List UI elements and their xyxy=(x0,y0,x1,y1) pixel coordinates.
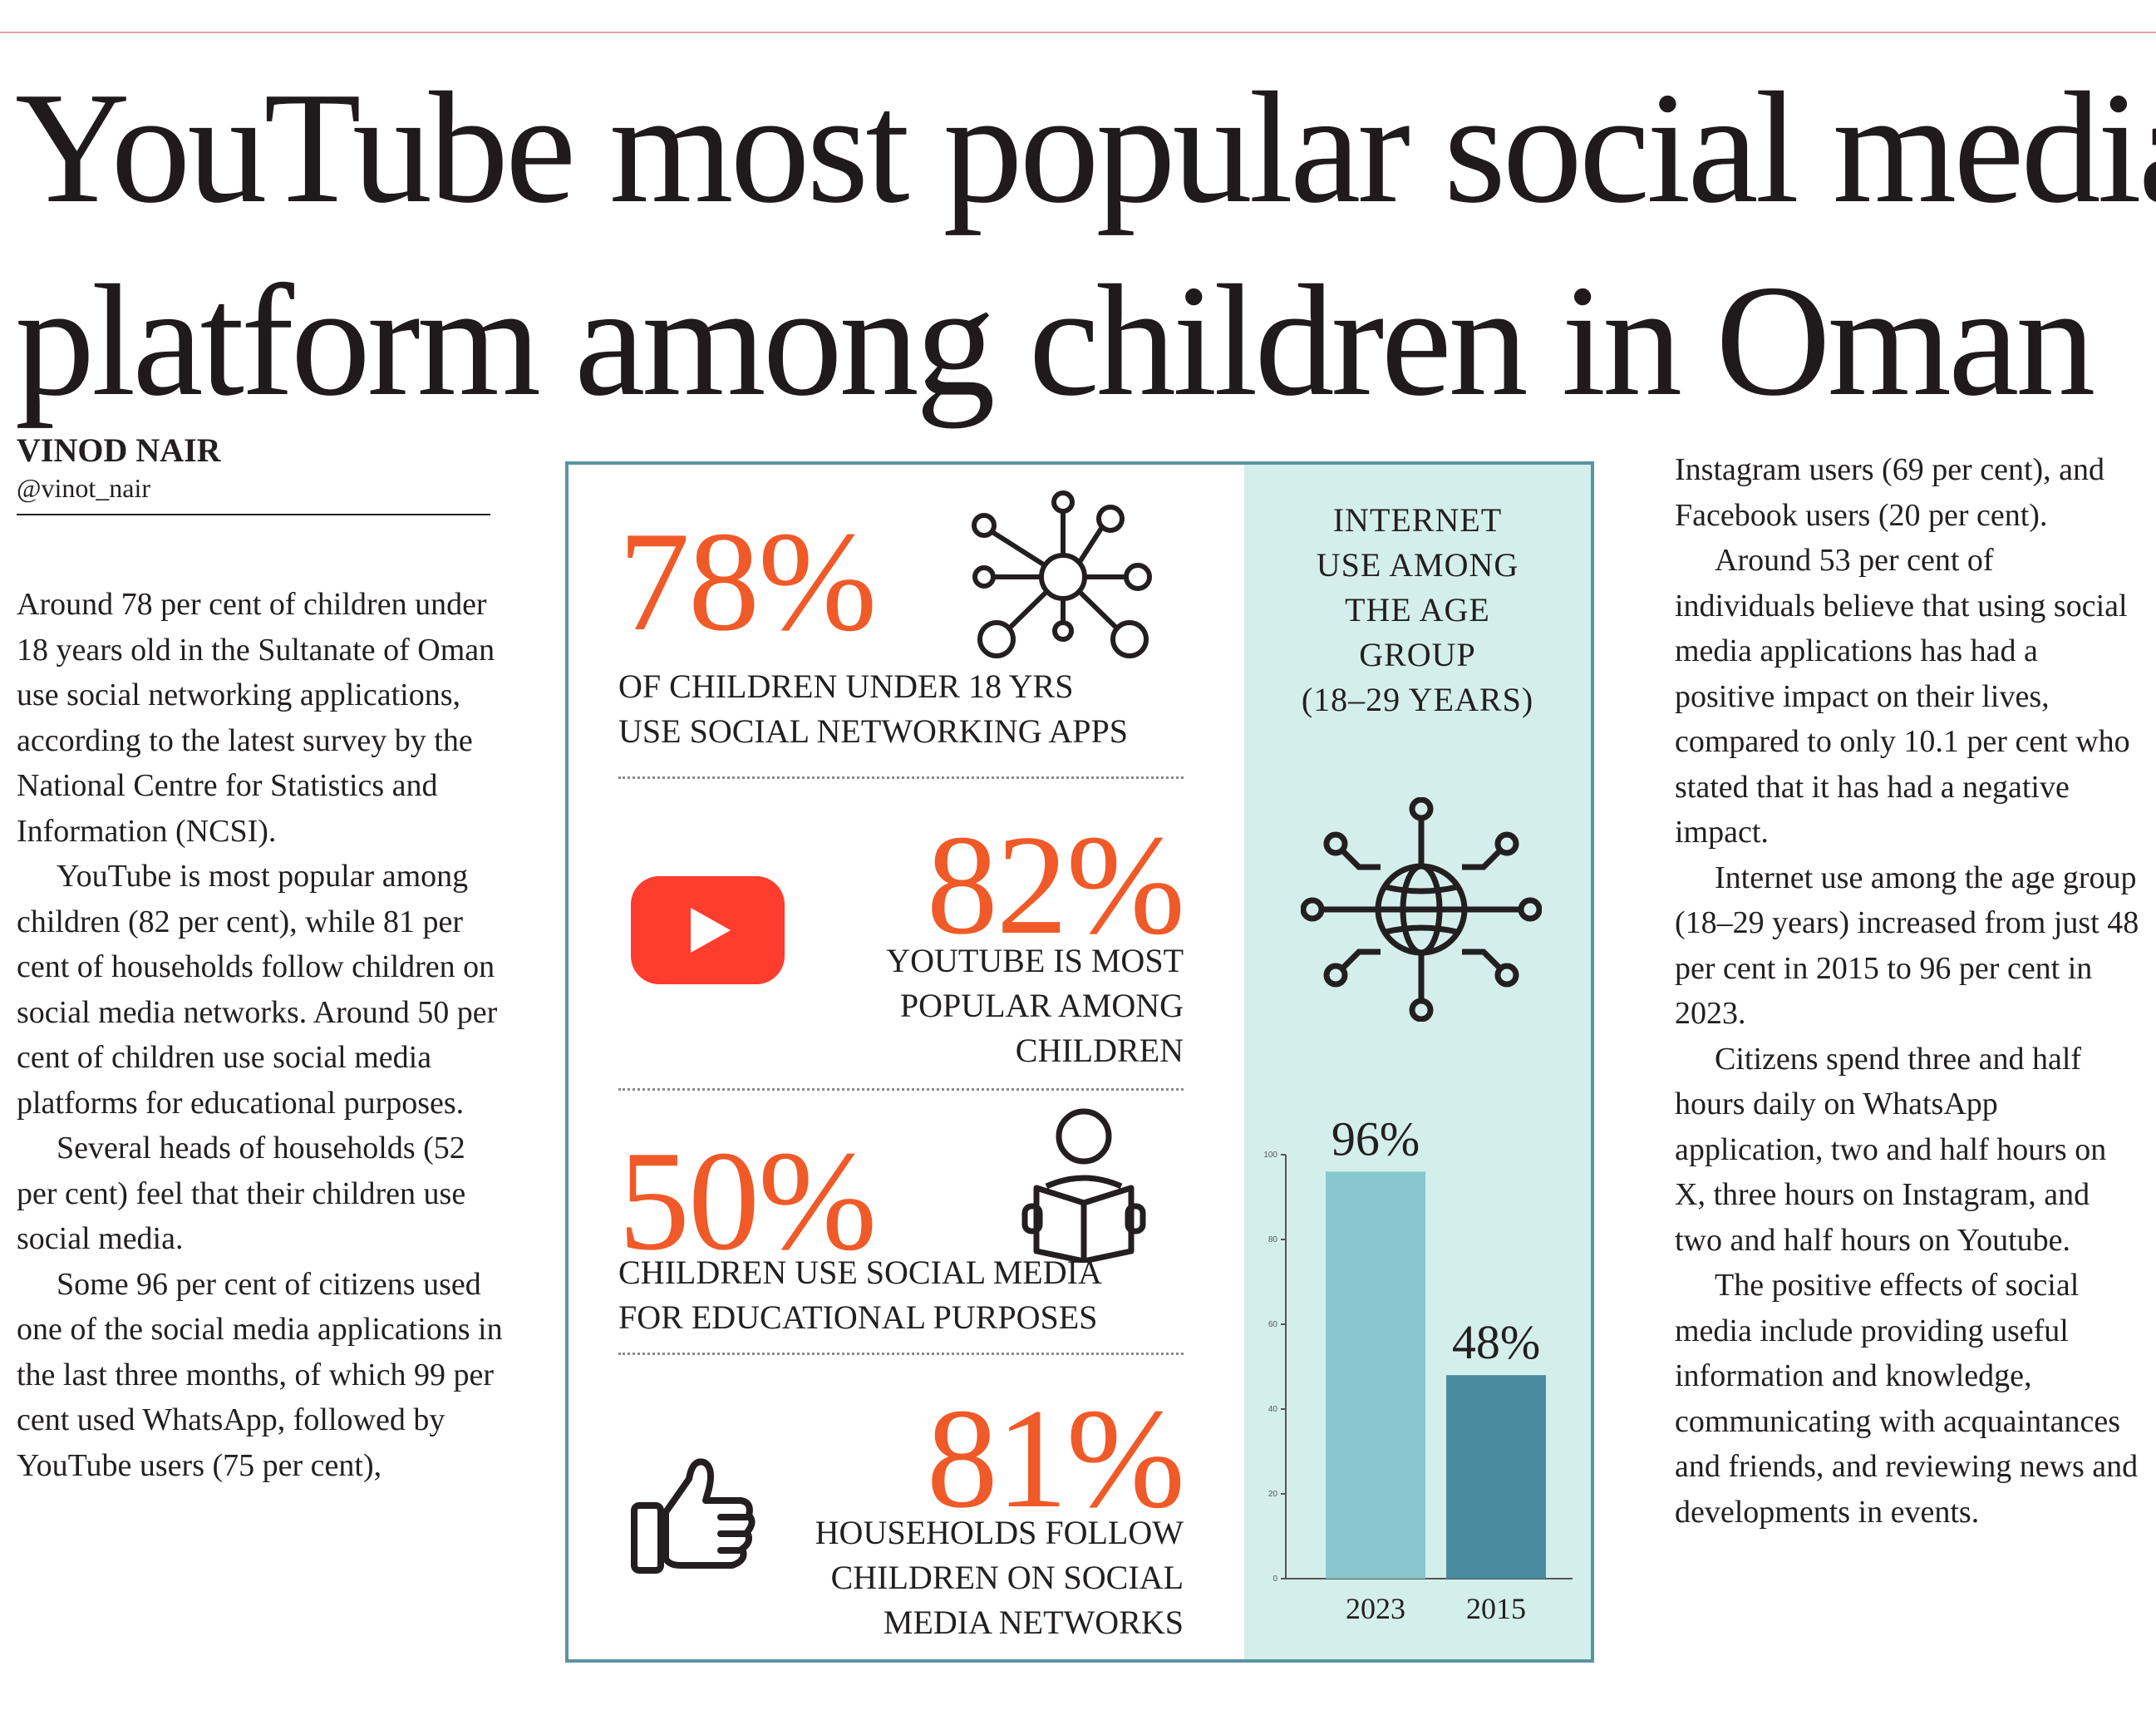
bar-2023 xyxy=(1326,1171,1425,1579)
stat-caption-78: OF CHILDREN UNDER 18 YRS USE SOCIAL NETW… xyxy=(618,664,1128,754)
panel-title-line: INTERNET xyxy=(1332,501,1503,539)
caption-line: POPULAR AMONG xyxy=(899,987,1184,1024)
internet-use-panel: INTERNET USE AMONG THE AGE GROUP (18–29 … xyxy=(1244,465,1591,1659)
top-rule xyxy=(0,32,2156,33)
section-divider xyxy=(618,1353,1184,1355)
stat-value-78: 78% xyxy=(618,503,877,661)
section-divider xyxy=(618,1088,1184,1091)
panel-title-line: THE AGE xyxy=(1345,591,1490,628)
byline: VINOD NAIR @vinot_nair xyxy=(17,431,490,515)
article-column-left: Around 78 per cent of children under 18 … xyxy=(17,582,507,1488)
paragraph: Some 96 per cent of citizens used one of… xyxy=(17,1266,503,1483)
caption-line: MEDIA NETWORKS xyxy=(883,1604,1184,1641)
caption-line: FOR EDUCATIONAL PURPOSES xyxy=(618,1299,1098,1336)
byline-rule xyxy=(17,514,490,515)
panel-title: INTERNET USE AMONG THE AGE GROUP (18–29 … xyxy=(1244,498,1591,722)
bar-value-label: 96% xyxy=(1332,1111,1420,1165)
paragraph: Several heads of households (52 per cent… xyxy=(17,1131,466,1256)
paragraph: The positive effects of social media inc… xyxy=(1675,1268,2139,1530)
headline-line-2: platform among children in Oman xyxy=(15,252,2095,429)
section-divider xyxy=(618,776,1184,779)
headline: YouTube most popular social media platfo… xyxy=(15,52,2156,437)
panel-title-line: (18–29 YEARS) xyxy=(1301,681,1534,718)
paragraph: Internet use among the age group (18–29 … xyxy=(1675,860,2139,1032)
y-tick-label: 20 xyxy=(1268,1490,1278,1499)
caption-line: YOUTUBE IS MOST xyxy=(886,942,1184,979)
y-tick-label: 100 xyxy=(1263,1151,1277,1160)
stat-caption-82: YOUTUBE IS MOST POPULAR AMONG CHILDREN xyxy=(886,939,1184,1073)
panel-title-line: USE AMONG xyxy=(1316,546,1519,584)
article-column-right: Instagram users (69 per cent), and Faceb… xyxy=(1675,447,2140,1535)
caption-line: USE SOCIAL NETWORKING APPS xyxy=(618,712,1129,750)
paragraph: YouTube is most popular among children (… xyxy=(17,859,498,1121)
globe-network-icon xyxy=(1301,797,1542,1022)
headline-line-1: YouTube most popular social media xyxy=(15,59,2156,236)
caption-line: CHILDREN xyxy=(1015,1032,1184,1069)
caption-line: HOUSEHOLDS FOLLOW xyxy=(815,1514,1184,1551)
network-icon xyxy=(972,490,1152,658)
stat-value-50: 50% xyxy=(618,1122,877,1280)
paragraph: Around 53 per cent of individuals believ… xyxy=(1675,543,2130,850)
reading-person-icon xyxy=(1021,1108,1146,1263)
y-tick-label: 60 xyxy=(1268,1320,1278,1329)
caption-line: OF CHILDREN UNDER 18 YRS xyxy=(618,668,1074,705)
panel-title-line: GROUP xyxy=(1359,636,1476,673)
author-handle: @vinot_nair xyxy=(17,473,150,503)
bar-value-label: 48% xyxy=(1452,1315,1540,1369)
youtube-logo-icon xyxy=(631,876,785,984)
paragraph: Citizens spend three and half hours dail… xyxy=(1675,1041,2107,1258)
paragraph: Around 78 per cent of children under 18 … xyxy=(17,587,495,849)
paragraph: Instagram users (69 per cent), and Faceb… xyxy=(1675,452,2105,533)
y-tick-label: 80 xyxy=(1268,1235,1278,1244)
author-name: VINOD NAIR xyxy=(17,431,221,469)
stat-caption-50: CHILDREN USE SOCIAL MEDIA FOR EDUCATIONA… xyxy=(618,1250,1102,1340)
internet-use-bar-chart: 0 20 40 60 80 100 96% 2023 48% 2015 xyxy=(1263,1111,1573,1625)
thumbs-up-icon xyxy=(631,1458,756,1574)
y-tick-label: 0 xyxy=(1272,1574,1277,1584)
x-tick-label: 2023 xyxy=(1346,1592,1405,1625)
caption-line: CHILDREN ON SOCIAL xyxy=(830,1559,1184,1596)
infographic-box: 78% OF CHILDREN UNDER 18 YRS USE SOCIAL … xyxy=(565,461,1594,1663)
caption-line: CHILDREN USE SOCIAL MEDIA xyxy=(618,1254,1102,1291)
y-tick-label: 40 xyxy=(1268,1405,1278,1414)
x-tick-label: 2015 xyxy=(1466,1592,1526,1625)
stat-caption-81: HOUSEHOLDS FOLLOW CHILDREN ON SOCIAL MED… xyxy=(815,1510,1184,1645)
bar-2015 xyxy=(1446,1375,1546,1579)
stat-value-81: 81% xyxy=(926,1380,1185,1538)
stat-value-82: 82% xyxy=(926,806,1185,964)
